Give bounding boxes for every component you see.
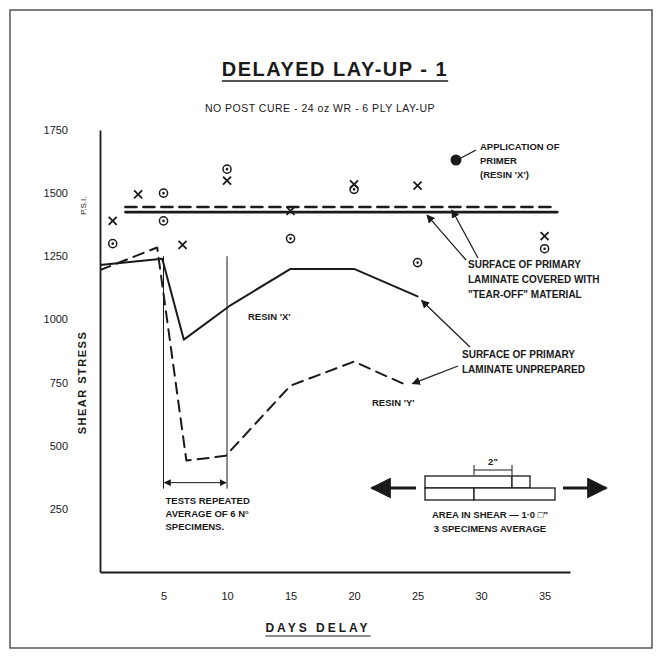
chart-svg: DELAYED LAY-UP - 1 NO POST CURE - 24 oz W…: [0, 0, 662, 658]
primer-label: (RESIN 'X'): [480, 169, 529, 180]
tear-off-arrow: [427, 215, 466, 260]
specimen-plate: [425, 476, 512, 488]
x-tick: 25: [412, 572, 424, 602]
primer-label: PRIMER: [480, 155, 517, 166]
data-line: [125, 206, 557, 209]
subtitle: NO POST CURE - 24 oz WR - 6 PLY LAY-UP: [205, 102, 435, 114]
data-point: [109, 217, 117, 225]
y-tick: 1000: [44, 313, 100, 325]
y-axis-line: [100, 131, 102, 573]
data-line: [125, 211, 557, 214]
bracket-label: AVERAGE OF 6 N°: [166, 508, 250, 519]
y-tick-label: 1000: [44, 313, 68, 325]
dimension-label: 2": [488, 456, 498, 467]
unprepared-label: SURFACE OF PRIMARY: [462, 349, 575, 360]
x-tick-label: 5: [161, 590, 167, 602]
dimension-line: [474, 470, 512, 471]
x-tick: 30: [475, 572, 487, 602]
tear-off-label: LAMINATE COVERED WITH: [468, 274, 599, 285]
data-point: [349, 185, 359, 195]
x-tick-label: 15: [285, 590, 297, 602]
title: DELAYED LAY-UP - 1: [222, 58, 448, 80]
x-axis-line: [101, 572, 571, 574]
data-point: [413, 258, 423, 268]
data-point: [223, 177, 231, 185]
y-tick: 1750: [44, 124, 100, 136]
data-line: [100, 247, 407, 460]
series-label: RESIN 'Y': [372, 397, 415, 408]
bracket-line: [227, 256, 228, 488]
y-axis: 250 500 750 1000 1250 1500 1750: [44, 124, 101, 572]
data-point: [286, 234, 296, 244]
x-tick-label: 20: [348, 590, 360, 602]
y-tick-label: 500: [50, 440, 68, 452]
x-tick-label: 10: [221, 590, 233, 602]
x-tick-label: 30: [475, 590, 487, 602]
x-tick: 10: [221, 572, 233, 602]
specimen-arrow: [372, 487, 416, 490]
unprepared-arrow: [412, 366, 458, 384]
primer-label: APPLICATION OF: [480, 141, 560, 152]
x-axis: 5 10 15 20 25 30 35: [101, 572, 571, 602]
data-point: [222, 164, 232, 174]
x-tick: 35: [539, 572, 551, 602]
primer-symbol: [451, 155, 462, 166]
y-tick: 500: [50, 440, 100, 452]
specimen-label: AREA IN SHEAR — 1·0 □": [432, 509, 548, 520]
bracket-label: TESTS REPEATED: [166, 495, 250, 506]
data-point: [540, 244, 550, 254]
data-point: [287, 207, 295, 215]
y-axis-title: SHEAR STRESS: [76, 331, 88, 435]
dimension-tick: [512, 465, 513, 475]
series-label: RESIN 'X': [248, 311, 291, 322]
data-point: [159, 188, 169, 198]
chart-root: DELAYED LAY-UP - 1 NO POST CURE - 24 oz W…: [0, 0, 662, 658]
y-tick-label: 1500: [44, 187, 68, 199]
specimen-sketch: [372, 465, 606, 500]
data-point: [108, 239, 118, 249]
data-point: [414, 182, 422, 190]
data-point: [134, 190, 142, 198]
specimen-plate: [512, 476, 530, 488]
y-tick-label: 1750: [44, 124, 68, 136]
x-tick: 20: [348, 572, 360, 602]
bracket-label: SPECIMENS.: [166, 521, 225, 532]
x-tick-label: 35: [539, 590, 551, 602]
data-point: [159, 216, 169, 226]
y-tick-label: 250: [50, 503, 68, 515]
x-tick: 15: [285, 572, 297, 602]
primer-leader: [461, 150, 476, 158]
y-tick: 250: [50, 503, 100, 515]
specimen-plate: [474, 488, 555, 500]
tear-off-arrow: [452, 210, 478, 258]
title-underline: [222, 80, 448, 82]
y-tick: 1250: [44, 250, 100, 262]
plot-area: [100, 164, 557, 460]
tear-off-label: "TEAR-OFF" MATERIAL: [468, 289, 582, 300]
x-axis-title-underline: [265, 635, 370, 636]
y-tick-label: 1250: [44, 250, 68, 262]
tear-off-label: SURFACE OF PRIMARY: [468, 259, 581, 270]
x-axis-title: DAYS DELAY: [265, 621, 370, 635]
unprepared-arrow: [422, 300, 470, 347]
bracket-arrow: [165, 482, 227, 483]
y-axis-unit: P.S.I.: [79, 197, 88, 216]
x-tick-label: 25: [412, 590, 424, 602]
data-point: [179, 241, 187, 249]
y-tick: 1500: [44, 187, 100, 199]
data-point: [541, 232, 549, 240]
y-tick: 750: [50, 377, 100, 389]
bracket-line: [163, 256, 164, 488]
frame: [10, 10, 652, 648]
data-line: [100, 259, 418, 340]
specimen-plate: [425, 488, 474, 500]
x-tick: 5: [161, 572, 167, 602]
specimen-arrow: [563, 487, 606, 490]
dimension-tick: [474, 465, 475, 475]
specimen-label: 3 SPECIMENS AVERAGE: [434, 523, 546, 534]
y-tick-label: 750: [50, 377, 68, 389]
unprepared-label: LAMINATE UNPREPARED: [462, 364, 585, 375]
